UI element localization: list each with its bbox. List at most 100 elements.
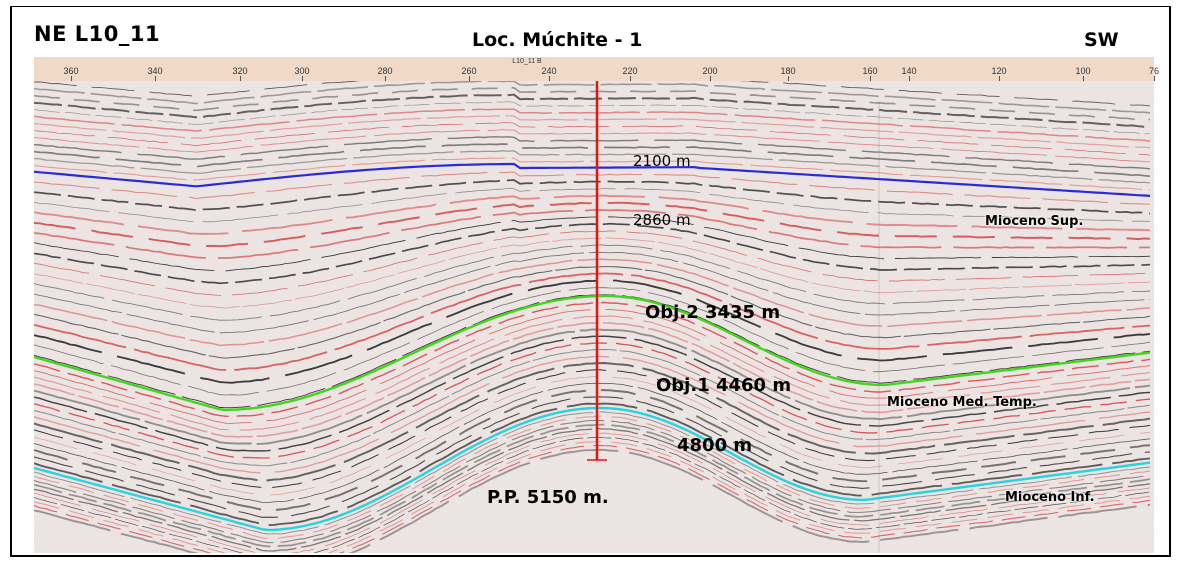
reflector bbox=[34, 415, 1151, 540]
ruler-tick-label: 240 bbox=[541, 66, 557, 76]
ruler-tick-mark bbox=[1154, 76, 1155, 81]
reflector bbox=[34, 342, 1151, 459]
ruler-tick-label: 160 bbox=[862, 66, 878, 76]
reflector bbox=[34, 355, 1151, 474]
reflector bbox=[34, 432, 1151, 553]
ruler-tick-mark bbox=[549, 76, 550, 81]
ruler-marker-label: L10_11 B bbox=[512, 58, 542, 65]
reflector bbox=[34, 335, 1151, 452]
reflector bbox=[34, 122, 1151, 156]
reflector bbox=[34, 216, 1151, 272]
reflector bbox=[34, 187, 1151, 223]
ruler-tick-mark bbox=[870, 76, 871, 81]
reflector bbox=[34, 179, 1151, 215]
well-location-title: Loc. Múchite - 1 bbox=[472, 29, 643, 51]
reflector bbox=[34, 287, 1151, 396]
reflector bbox=[34, 171, 1151, 205]
reflector bbox=[34, 308, 1151, 424]
ruler-tick-label: 76 bbox=[1148, 66, 1160, 76]
ruler-tick-label: 120 bbox=[991, 66, 1007, 76]
reflector bbox=[34, 150, 1151, 184]
ruler-tick-label: 220 bbox=[622, 66, 638, 76]
reflector bbox=[34, 376, 1151, 496]
ruler-tick-mark bbox=[240, 76, 241, 81]
reflector bbox=[34, 86, 1151, 121]
reflector bbox=[34, 411, 1151, 535]
reflector bbox=[34, 389, 1151, 512]
ruler-tick-mark bbox=[71, 76, 72, 81]
reflector bbox=[34, 93, 1151, 128]
formation-label-mioceno-inf: Mioceno Inf. bbox=[1005, 490, 1095, 505]
reflector bbox=[34, 396, 1151, 518]
reflector bbox=[34, 194, 1151, 235]
reflector bbox=[34, 258, 1151, 347]
ruler-tick-label: 320 bbox=[232, 66, 248, 76]
objective-2-label: Obj.2 3435 m bbox=[645, 302, 781, 323]
reflector bbox=[34, 328, 1151, 445]
ruler-tick-mark bbox=[999, 76, 1000, 81]
ruler-tick-mark bbox=[469, 76, 470, 81]
reflector bbox=[34, 402, 1151, 527]
reflector bbox=[34, 315, 1151, 431]
reflector bbox=[34, 382, 1151, 503]
ruler-tick-mark bbox=[788, 76, 789, 81]
reflector bbox=[34, 244, 1151, 321]
ruler-tick-label: 140 bbox=[901, 66, 917, 76]
ruler-tick-mark bbox=[630, 76, 631, 81]
ruler-tick-mark bbox=[155, 76, 156, 81]
reflector bbox=[34, 369, 1151, 489]
reflector bbox=[34, 272, 1151, 371]
reflector bbox=[34, 157, 1151, 191]
reflector bbox=[34, 419, 1151, 544]
horizon-mioceno-inf bbox=[34, 406, 1151, 532]
direction-sw-label: SW bbox=[1084, 29, 1119, 51]
reflector bbox=[34, 437, 1151, 553]
reflector bbox=[34, 201, 1151, 248]
reflector bbox=[34, 279, 1151, 384]
ruler-tick-mark bbox=[385, 76, 386, 81]
formation-label-mioceno-sup: Mioceno Sup. bbox=[985, 214, 1084, 229]
reflector bbox=[34, 266, 1151, 359]
ruler-tick-label: 260 bbox=[461, 66, 477, 76]
reflector bbox=[34, 81, 1151, 114]
ruler-tick-label: 180 bbox=[780, 66, 796, 76]
trace-ruler: L10_11 B 360 340 320 300 280 260 240 220 200 180 1… bbox=[34, 57, 1159, 81]
reflector bbox=[34, 129, 1151, 163]
reflector bbox=[34, 136, 1151, 170]
ruler-tick-label: 100 bbox=[1075, 66, 1091, 76]
reflector bbox=[34, 448, 1151, 553]
horizon-mioceno-sup bbox=[34, 162, 1151, 197]
depth-label-4800: 4800 m bbox=[677, 435, 753, 456]
ruler-tick-label: 280 bbox=[377, 66, 393, 76]
reflector bbox=[34, 115, 1151, 149]
ruler-tick-label: 360 bbox=[63, 66, 79, 76]
reflector bbox=[34, 441, 1151, 553]
ruler-tick-label: 300 bbox=[294, 66, 310, 76]
section-line-label: NE L10_11 bbox=[34, 22, 161, 46]
reflector bbox=[34, 349, 1151, 467]
reflector bbox=[34, 237, 1151, 309]
reflector bbox=[34, 81, 1151, 107]
reflector bbox=[34, 322, 1151, 438]
ruler-tick-mark bbox=[1083, 76, 1084, 81]
ruler-tick-label: 200 bbox=[702, 66, 718, 76]
reflector bbox=[34, 108, 1151, 142]
reflector bbox=[34, 301, 1151, 418]
reflector bbox=[34, 222, 1151, 285]
reflector bbox=[34, 101, 1151, 135]
reflector bbox=[34, 362, 1151, 482]
reflector bbox=[34, 428, 1151, 552]
reflector bbox=[34, 230, 1151, 297]
ruler-tick-mark bbox=[302, 76, 303, 81]
seismic-section bbox=[34, 81, 1154, 553]
formation-label-mioceno-med: Mioceno Med. Temp. bbox=[887, 395, 1037, 410]
objective-1-label: Obj.1 4460 m bbox=[656, 375, 792, 396]
reflector bbox=[34, 423, 1151, 548]
reflector bbox=[34, 142, 1151, 178]
total-depth-label: P.P. 5150 m. bbox=[487, 487, 609, 508]
reflector bbox=[34, 209, 1151, 260]
depth-label-2100: 2100 m bbox=[633, 152, 691, 170]
depth-label-2860: 2860 m bbox=[633, 211, 691, 229]
ruler-tick-label: 340 bbox=[147, 66, 163, 76]
reflector bbox=[34, 251, 1151, 334]
